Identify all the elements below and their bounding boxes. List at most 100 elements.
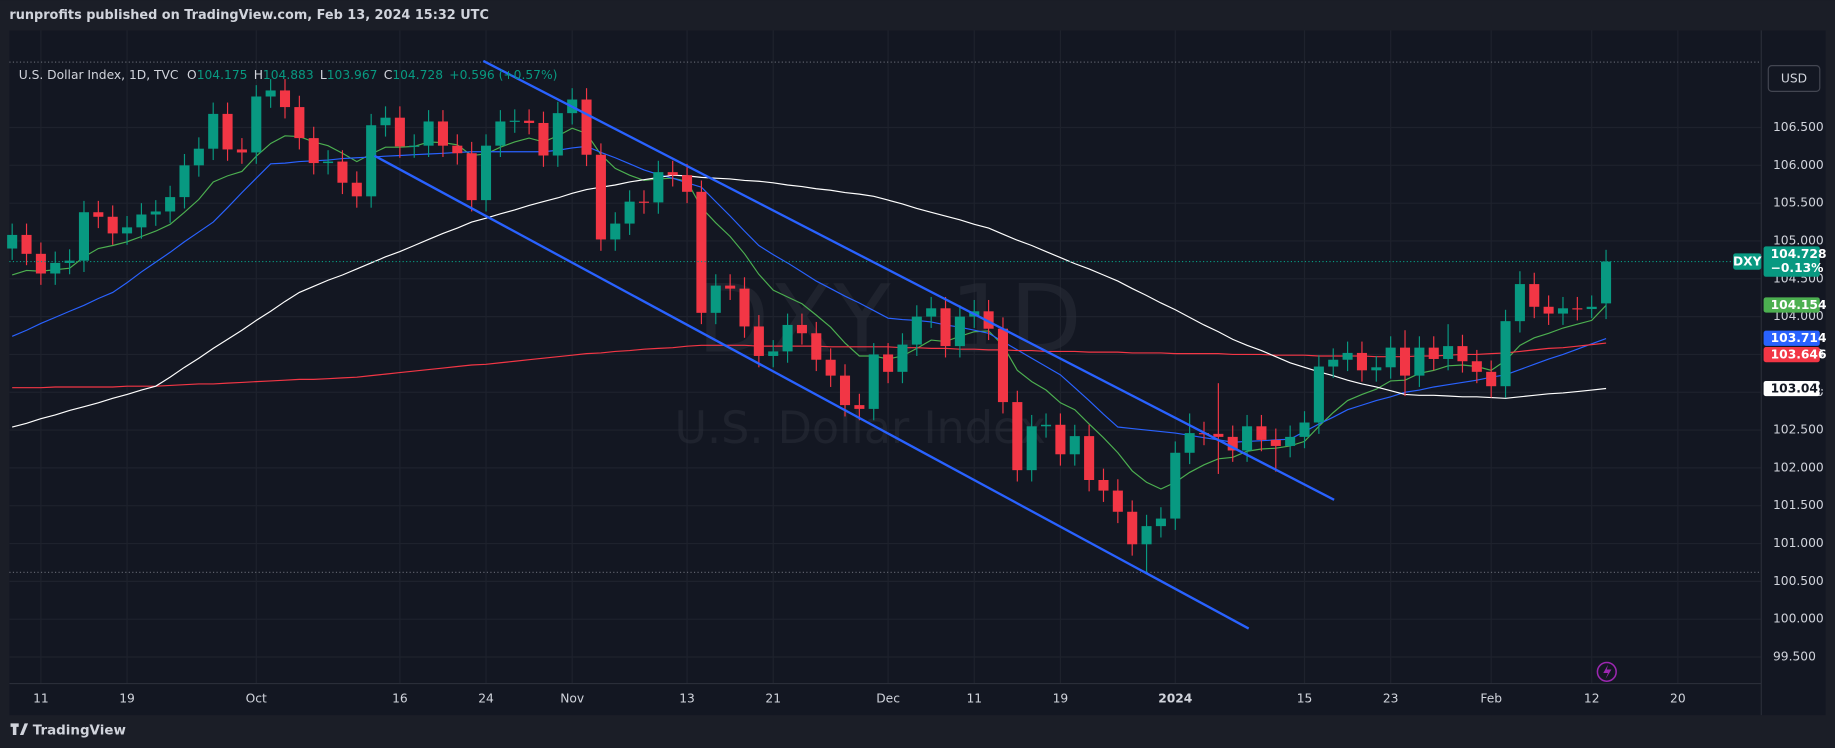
candle-body xyxy=(1141,526,1152,545)
candle-body xyxy=(495,121,506,146)
candle-body xyxy=(1529,284,1540,307)
candle-body xyxy=(997,328,1008,403)
candle-body xyxy=(1500,321,1511,387)
candle-body xyxy=(452,145,463,154)
candle-body xyxy=(926,308,937,317)
legend: U.S. Dollar Index, 1D, TVC O104.175 H104… xyxy=(19,67,558,81)
candle-body xyxy=(1227,436,1238,451)
candle-body xyxy=(1098,479,1109,491)
x-tick-label: 20 xyxy=(1670,691,1686,705)
y-tick-label: 102.500 xyxy=(1773,423,1824,437)
candle-body xyxy=(107,216,118,234)
ma-price-tag xyxy=(1763,330,1820,346)
candle-body xyxy=(423,121,434,146)
candle-body xyxy=(1155,518,1166,527)
candle-body xyxy=(638,201,650,203)
candle-body xyxy=(380,117,391,126)
candle-body xyxy=(897,344,908,372)
moving-average xyxy=(12,342,1607,389)
y-tick-label: 105.000 xyxy=(1773,233,1824,247)
candle-body xyxy=(394,117,405,147)
legend-label: L xyxy=(320,67,327,81)
y-tick-label: 99.500 xyxy=(1773,649,1816,663)
candle-body xyxy=(1428,347,1439,359)
candle-body xyxy=(1299,422,1310,437)
legend-title: U.S. Dollar Index, 1D, TVC xyxy=(19,67,179,81)
legend-value: 104.883 xyxy=(263,67,314,81)
candle-body xyxy=(782,324,793,352)
x-tick-label: 16 xyxy=(392,691,408,705)
candle-body xyxy=(1170,452,1181,519)
candle-body xyxy=(1256,426,1267,440)
y-tick-label: 101.000 xyxy=(1773,536,1824,550)
candle-body xyxy=(1399,347,1411,376)
candle-body xyxy=(50,262,61,274)
candle-body xyxy=(524,120,535,123)
candle-body xyxy=(653,172,664,203)
ma-price-tag-label: 103.049 xyxy=(1771,381,1827,395)
x-tick-label: 2024 xyxy=(1158,691,1192,705)
y-tick-label: 102.000 xyxy=(1773,460,1824,474)
ma-price-tag-label: 104.154 xyxy=(1771,298,1827,312)
candle-body xyxy=(323,161,334,164)
brand: TradingView xyxy=(10,723,126,738)
candle-body xyxy=(1586,306,1597,310)
candle-body xyxy=(1443,346,1454,359)
candle-body xyxy=(1543,306,1554,314)
candle-body xyxy=(1041,424,1052,427)
legend-label: O xyxy=(187,67,197,81)
ma-price-tag xyxy=(1763,380,1820,397)
currency-button[interactable] xyxy=(1767,65,1821,92)
candle-body xyxy=(509,120,520,122)
candle-body xyxy=(825,359,836,376)
legend-change: +0.596 xyxy=(449,67,495,81)
candle-body xyxy=(954,316,965,347)
x-tick-label: Feb xyxy=(1480,691,1502,705)
x-tick-label: 11 xyxy=(33,691,49,705)
candle-body xyxy=(409,145,420,147)
candle-body xyxy=(868,354,879,409)
candle-body xyxy=(265,90,276,97)
candle-body xyxy=(279,90,291,108)
candle-body xyxy=(768,351,779,356)
legend-value: 104.175 xyxy=(197,67,248,81)
y-tick-label: 100.000 xyxy=(1773,612,1824,626)
legend-value: 103.967 xyxy=(327,67,378,81)
flash-icon[interactable] xyxy=(1596,661,1617,682)
candle-body xyxy=(7,234,18,249)
candle-body xyxy=(337,161,348,183)
candle-body xyxy=(179,165,190,198)
candle-body xyxy=(1385,347,1396,368)
candle-body xyxy=(1601,261,1612,304)
y-tick-label: 104.000 xyxy=(1773,309,1824,323)
candle-body xyxy=(1127,511,1138,545)
watermark-subtitle: U.S. Dollar Index xyxy=(674,403,1045,454)
candle-body xyxy=(366,125,377,197)
candle-body xyxy=(480,145,492,201)
candle-body xyxy=(251,96,262,153)
candle-body xyxy=(1213,433,1224,437)
ma-price-tag xyxy=(1763,297,1820,313)
candle-body xyxy=(1514,284,1525,322)
flash-bolt xyxy=(1603,664,1612,679)
candle-body xyxy=(1313,366,1324,423)
candle-body xyxy=(1184,433,1195,453)
candle-body xyxy=(150,211,161,215)
candle-body xyxy=(696,191,707,313)
legend-label: H xyxy=(254,67,263,81)
y-tick-label: 101.500 xyxy=(1773,498,1824,512)
moving-average xyxy=(12,174,1607,428)
channel-lower xyxy=(373,154,1250,630)
candle-body xyxy=(538,122,549,156)
candle-body xyxy=(983,311,994,329)
candle-body xyxy=(122,227,133,234)
x-tick-label: 19 xyxy=(119,691,135,705)
brand-logo xyxy=(10,723,29,736)
candle-body xyxy=(1557,308,1569,314)
y-tick-label: 106.000 xyxy=(1773,158,1824,172)
candle-body xyxy=(1342,352,1353,360)
candle-body xyxy=(1285,436,1296,446)
currency-label[interactable]: USD xyxy=(1781,72,1807,86)
candle-body xyxy=(739,288,750,327)
x-tick-label: 15 xyxy=(1297,691,1313,705)
